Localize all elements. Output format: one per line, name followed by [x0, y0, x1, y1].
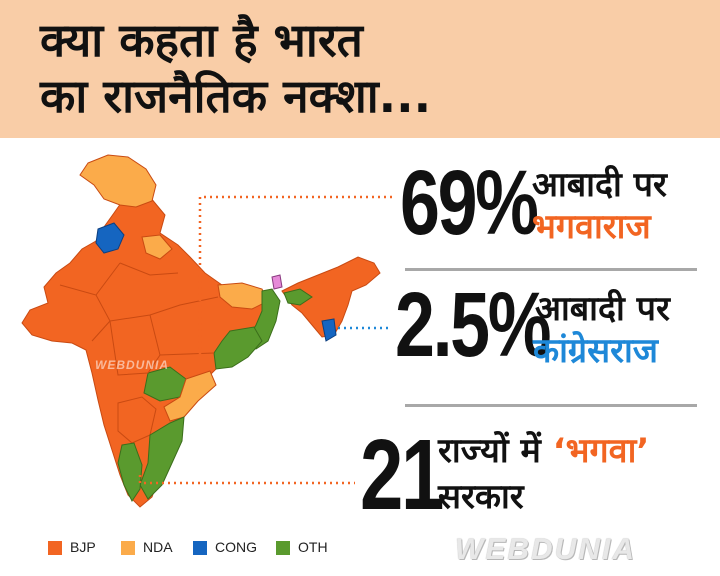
legend-label-cong: CONG	[215, 539, 257, 555]
stat-block-2: 2.5% आबादी पर कांग्रेसराज	[395, 279, 715, 380]
region-north-nda	[141, 234, 173, 260]
stat-block-3: 21 राज्यों में ‘भगवा’ सरकार	[360, 425, 715, 525]
region-northeast-bjp	[281, 256, 381, 338]
region-mizoram-cong	[321, 318, 337, 342]
title-line-2: का राजनैतिक नक्शा...	[40, 69, 432, 123]
legend-swatch-cong	[193, 541, 207, 555]
legend-label-bjp: BJP	[70, 539, 96, 555]
legend-label-nda: NDA	[143, 539, 173, 555]
stat-label-1-line1: आबादी पर	[532, 165, 667, 205]
region-kerala-oth	[117, 442, 143, 502]
legend-swatch-nda	[121, 541, 135, 555]
stat-label-3-line1: राज्यों में ‘भगवा’	[438, 431, 649, 471]
title-line-1: क्या कहता है भारत	[40, 13, 363, 67]
divider-2	[405, 404, 697, 407]
region-sikkim	[271, 274, 283, 290]
leader-line-stat-1	[198, 195, 392, 355]
stat-value-2: 2.5%	[395, 274, 552, 376]
map-watermark: WEBDUNIA	[95, 358, 169, 372]
region-northeast-oth	[283, 288, 313, 306]
stat-value-3: 21	[360, 419, 444, 531]
divider-1	[405, 268, 697, 271]
stat-label-2-line1: आबादी पर	[535, 289, 670, 329]
legend-label-oth: OTH	[298, 539, 328, 555]
header-banner: क्या कहता है भारत का राजनैतिक नक्शा...	[0, 0, 720, 138]
region-punjab-cong	[95, 222, 125, 254]
leader-line-stat-3	[138, 475, 355, 485]
stat-value-1: 69%	[400, 152, 539, 254]
stat-label-2-line2: कांग्रेसराज	[533, 331, 659, 371]
legend-swatch-bjp	[48, 541, 62, 555]
region-jammu-kashmir-nda	[79, 154, 157, 208]
stat-label-1-line2: भगवाराज	[532, 207, 651, 247]
legend-swatch-oth	[276, 541, 290, 555]
stat-label-3-prefix: राज्यों में	[438, 431, 541, 471]
stat-block-1: 69% आबादी पर भगवाराज	[400, 157, 710, 255]
stat-label-3-highlight: ‘भगवा’	[552, 431, 650, 471]
region-odisha-oth	[213, 326, 263, 370]
india-map	[21, 154, 392, 508]
webdunia-watermark: WEBDUNIA	[455, 533, 636, 566]
region-bihar-nda	[217, 282, 269, 310]
state-borders	[59, 262, 219, 376]
stat-label-3-line2: सरकार	[438, 477, 524, 517]
region-tamil-nadu-oth	[139, 416, 185, 500]
